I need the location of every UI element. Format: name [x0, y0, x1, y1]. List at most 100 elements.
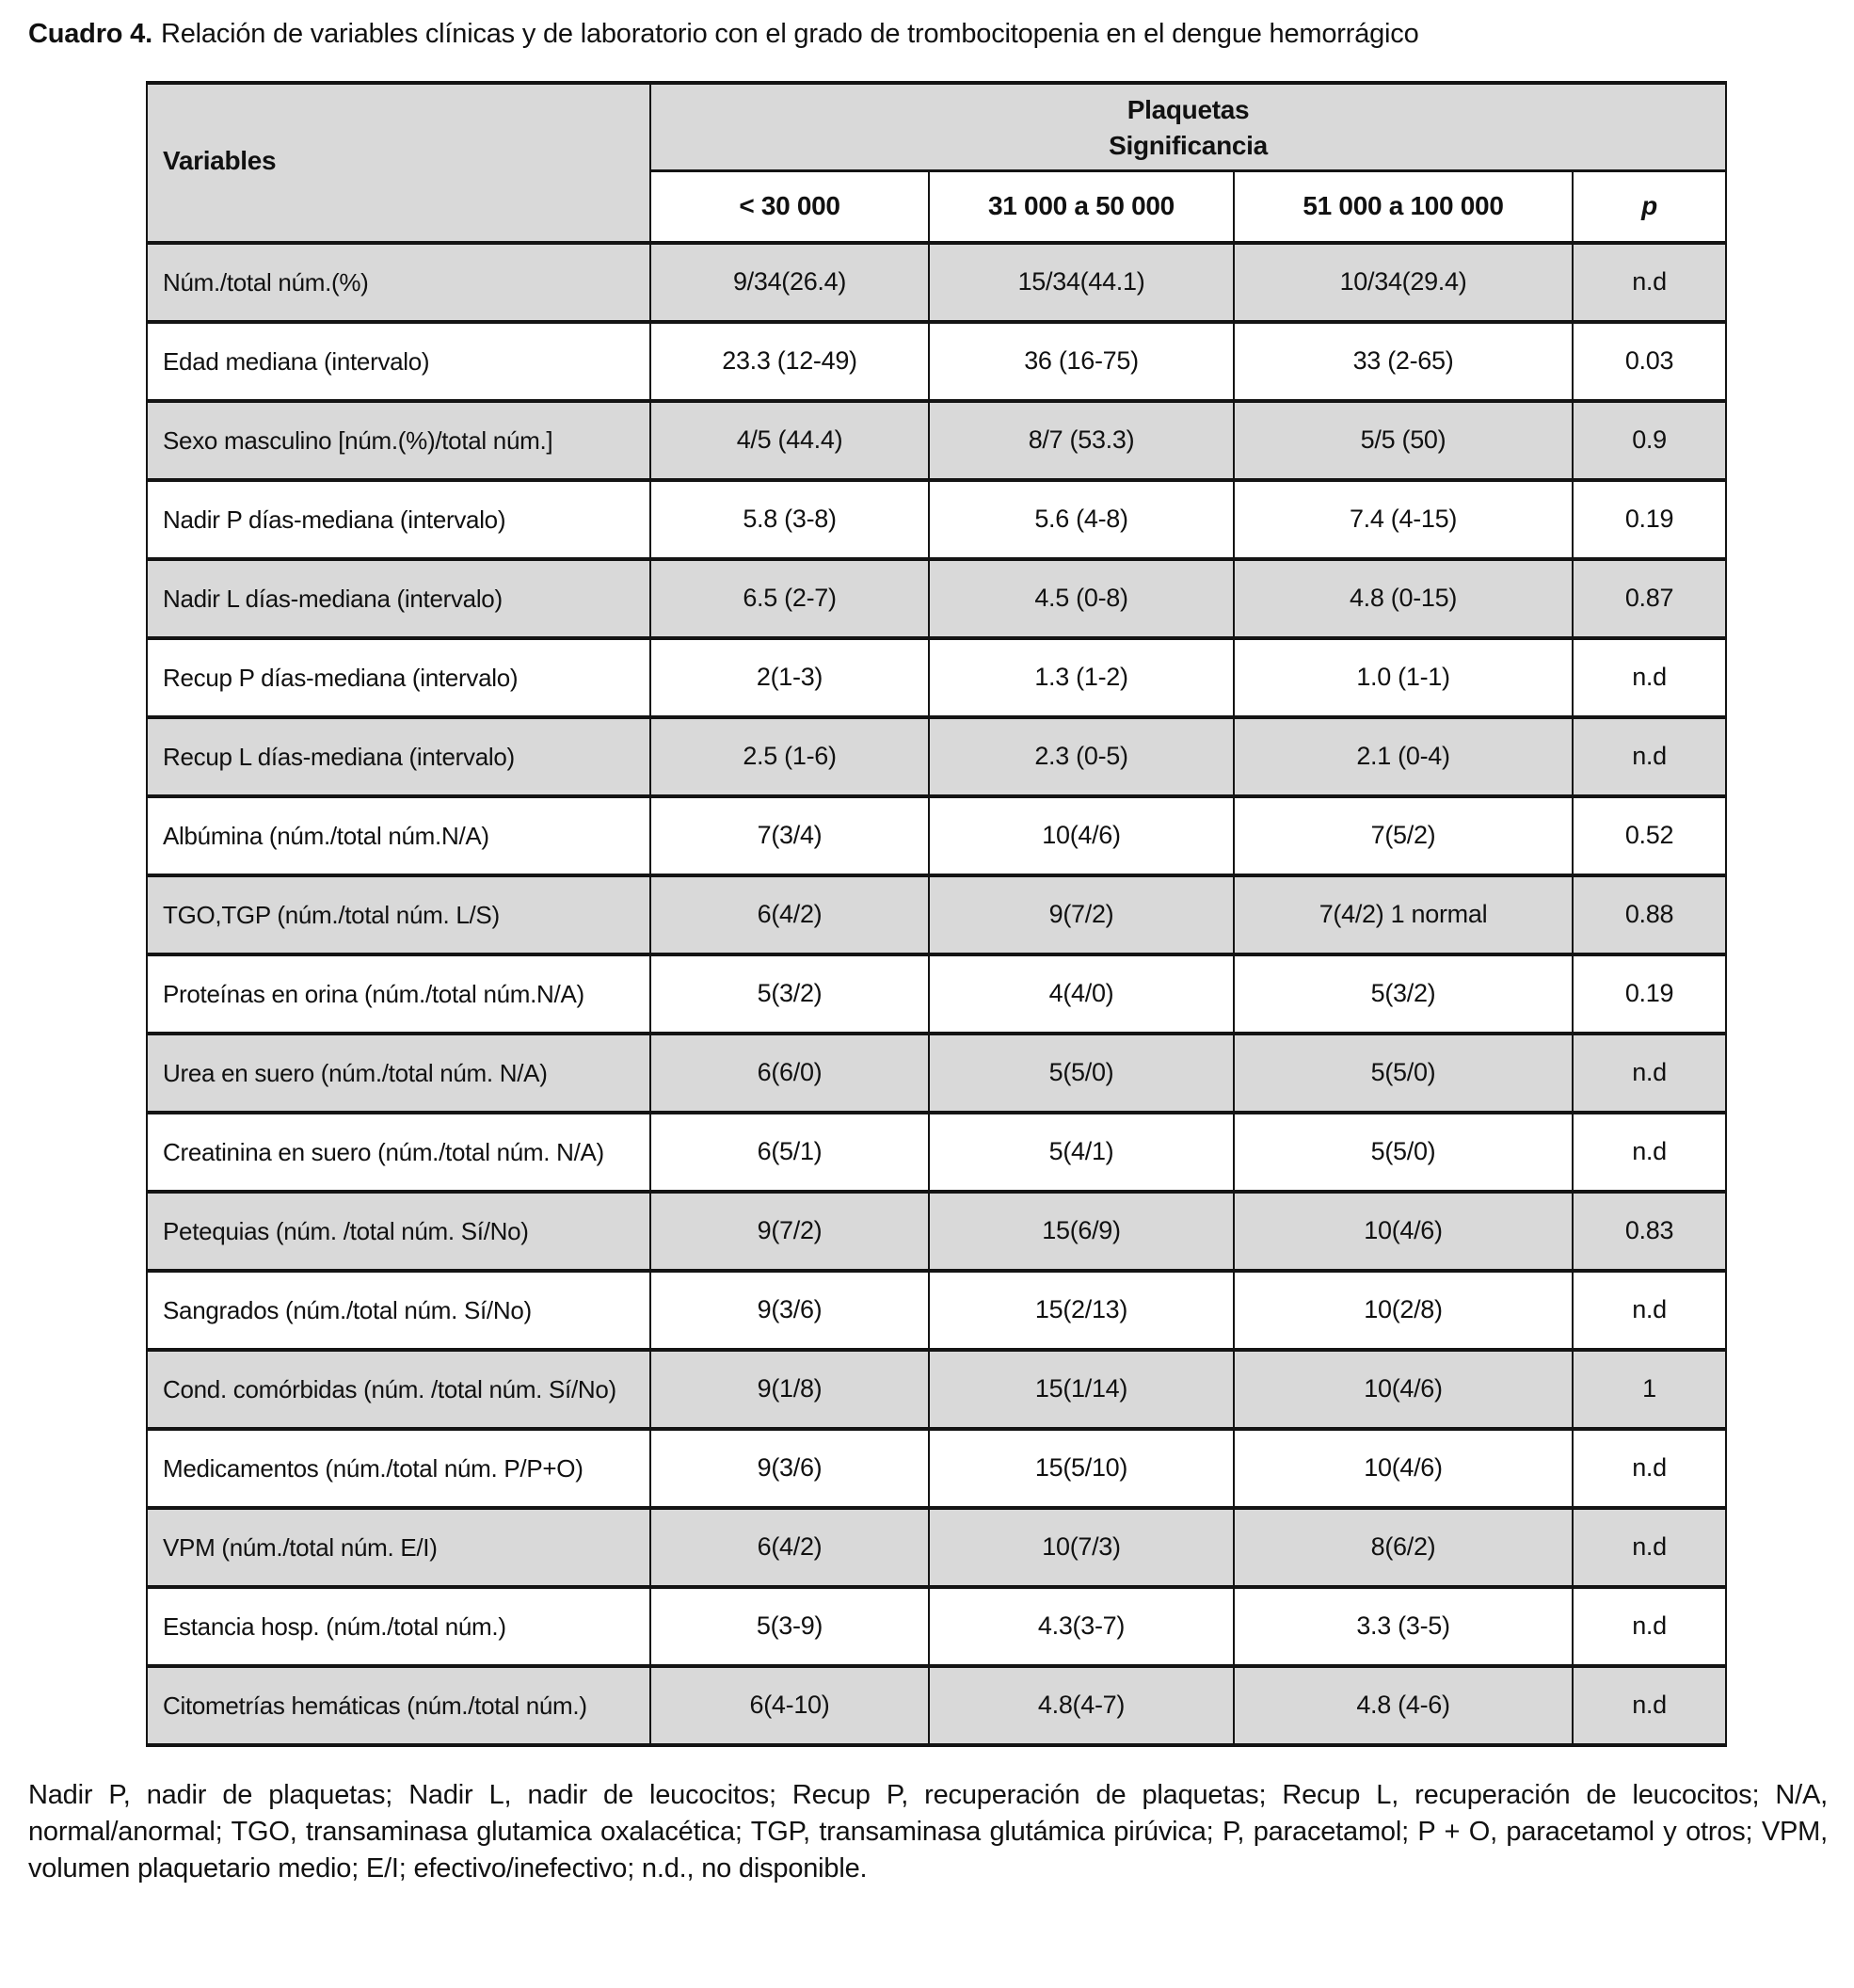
row-value: 7(3/4) — [649, 794, 930, 877]
column-header-31000-50000: 31 000 a 50 000 — [928, 169, 1235, 245]
row-value: n.d — [1571, 635, 1728, 719]
row-value: 4.3(3-7) — [928, 1584, 1235, 1668]
row-value: 2.1 (0-4) — [1233, 714, 1574, 798]
row-label: Sexo masculino [núm.(%)/total núm.] — [146, 398, 651, 482]
row-value: 1.0 (1-1) — [1233, 635, 1574, 719]
row-value: 6(6/0) — [649, 1031, 930, 1114]
row-label: VPM (núm./total núm. E/I) — [146, 1505, 651, 1589]
row-label: Petequias (núm. /total núm. Sí/No) — [146, 1189, 651, 1273]
row-label: Recup P días-mediana (intervalo) — [146, 635, 651, 719]
row-value: 1 — [1571, 1347, 1728, 1431]
row-value: 5(5/0) — [928, 1031, 1235, 1114]
table-caption-text: Relación de variables clínicas y de labo… — [160, 19, 1419, 49]
column-header-p-value: p — [1571, 169, 1728, 245]
column-header-51000-100000: 51 000 a 100 000 — [1233, 169, 1574, 245]
row-value: 5(3/2) — [649, 952, 930, 1035]
row-value: 4(4/0) — [928, 952, 1235, 1035]
table-row: Petequias (núm. /total núm. Sí/No) 9(7/2)… — [146, 1189, 1728, 1273]
row-value: 2(1-3) — [649, 635, 930, 719]
row-value: n.d — [1571, 1505, 1728, 1589]
row-value: 2.5 (1-6) — [649, 714, 930, 798]
row-value: 10(4/6) — [1233, 1426, 1574, 1510]
table-row: Recup P días-mediana (intervalo) 2(1-3) 1.… — [146, 635, 1728, 719]
row-value: 2.3 (0-5) — [928, 714, 1235, 798]
row-value: 0.9 — [1571, 398, 1728, 482]
row-value: 4.5 (0-8) — [928, 556, 1235, 640]
row-value: 9(7/2) — [928, 873, 1235, 956]
row-value: 6.5 (2-7) — [649, 556, 930, 640]
row-value: 7(4/2) 1 normal — [1233, 873, 1574, 956]
row-value: 6(5/1) — [649, 1110, 930, 1194]
row-value: 9(3/6) — [649, 1268, 930, 1352]
row-label: Núm./total núm.(%) — [146, 240, 651, 324]
row-label: Nadir P días-mediana (intervalo) — [146, 477, 651, 561]
row-label: Sangrados (núm./total núm. Sí/No) — [146, 1268, 651, 1352]
row-label: Proteínas en orina (núm./total núm.N/A) — [146, 952, 651, 1035]
group-header-line1: Plaquetas — [1127, 95, 1250, 124]
row-value: n.d — [1571, 1584, 1728, 1668]
row-value: 0.88 — [1571, 873, 1728, 956]
row-value: 4.8 (0-15) — [1233, 556, 1574, 640]
row-value: n.d — [1571, 240, 1728, 324]
table-row: Proteínas en orina (núm./total núm.N/A) 5… — [146, 952, 1728, 1035]
row-value: n.d — [1571, 1663, 1728, 1747]
row-value: 8/7 (53.3) — [928, 398, 1235, 482]
row-label: Cond. comórbidas (núm. /total núm. Sí/No… — [146, 1347, 651, 1431]
table-row: Edad mediana (intervalo) 23.3 (12-49) 36 (… — [146, 319, 1728, 403]
row-value: n.d — [1571, 1110, 1728, 1194]
row-value: 5.8 (3-8) — [649, 477, 930, 561]
row-value: 15(5/10) — [928, 1426, 1235, 1510]
table-row: Estancia hosp. (núm./total núm.) 5(3-9) 4.… — [146, 1584, 1728, 1668]
row-value: 15/34(44.1) — [928, 240, 1235, 324]
table-row: Recup L días-mediana (intervalo) 2.5 (1-6… — [146, 714, 1728, 798]
table-row: Núm./total núm.(%) 9/34(26.4) 15/34(44.1) 1… — [146, 240, 1728, 324]
row-value: 4/5 (44.4) — [649, 398, 930, 482]
row-value: 6(4-10) — [649, 1663, 930, 1747]
row-label: Recup L días-mediana (intervalo) — [146, 714, 651, 798]
row-value: 6(4/2) — [649, 873, 930, 956]
table-row: Urea en suero (núm./total núm. N/A) 6(6/0… — [146, 1031, 1728, 1114]
row-value: 4.8(4-7) — [928, 1663, 1235, 1747]
row-label: Medicamentos (núm./total núm. P/P+O) — [146, 1426, 651, 1510]
row-value: 5/5 (50) — [1233, 398, 1574, 482]
table-caption: Cuadro 4. Relación de variables clínicas … — [28, 15, 1826, 53]
table-row: Nadir P días-mediana (intervalo) 5.8 (3-8… — [146, 477, 1728, 561]
header-row-group: Variables Plaquetas Significancia — [146, 81, 1728, 245]
row-label: Edad mediana (intervalo) — [146, 319, 651, 403]
table-row: Sangrados (núm./total núm. Sí/No) 9(3/6) 1… — [146, 1268, 1728, 1352]
row-value: 5(5/0) — [1233, 1110, 1574, 1194]
row-value: 23.3 (12-49) — [649, 319, 930, 403]
table-header: Variables Plaquetas Significancia < 30 0… — [146, 81, 1728, 245]
row-label: TGO,TGP (núm./total núm. L/S) — [146, 873, 651, 956]
row-value: 10(4/6) — [1233, 1347, 1574, 1431]
row-value: 9/34(26.4) — [649, 240, 930, 324]
row-value: 0.87 — [1571, 556, 1728, 640]
row-value: n.d — [1571, 1031, 1728, 1114]
row-label: Estancia hosp. (núm./total núm.) — [146, 1584, 651, 1668]
row-value: 5(3/2) — [1233, 952, 1574, 1035]
table-caption-label: Cuadro 4. — [28, 19, 152, 49]
row-value: 7.4 (4-15) — [1233, 477, 1574, 561]
column-header-lt-30000: < 30 000 — [649, 169, 930, 245]
row-label: Creatinina en suero (núm./total núm. N/A… — [146, 1110, 651, 1194]
row-value: 10(4/6) — [928, 794, 1235, 877]
row-value: n.d — [1571, 1268, 1728, 1352]
data-table: Variables Plaquetas Significancia < 30 0… — [146, 81, 1728, 1747]
row-value: 9(7/2) — [649, 1189, 930, 1273]
row-value: 5.6 (4-8) — [928, 477, 1235, 561]
row-value: 6(4/2) — [649, 1505, 930, 1589]
row-label: Urea en suero (núm./total núm. N/A) — [146, 1031, 651, 1114]
row-value: 1.3 (1-2) — [928, 635, 1235, 719]
group-header-line2: Significancia — [1109, 131, 1268, 160]
row-value: 5(3-9) — [649, 1584, 930, 1668]
row-value: 4.8 (4-6) — [1233, 1663, 1574, 1747]
variables-column-header: Variables — [146, 81, 651, 245]
row-value: 36 (16-75) — [928, 319, 1235, 403]
plaquetas-group-header: Plaquetas Significancia — [648, 81, 1728, 172]
row-value: n.d — [1571, 1426, 1728, 1510]
row-label: Nadir L días-mediana (intervalo) — [146, 556, 651, 640]
row-value: 10(7/3) — [928, 1505, 1235, 1589]
table-row: Albúmina (núm./total núm.N/A) 7(3/4) 10(4/… — [146, 794, 1728, 877]
table-row: TGO,TGP (núm./total núm. L/S) 6(4/2) 9(7/2… — [146, 873, 1728, 956]
